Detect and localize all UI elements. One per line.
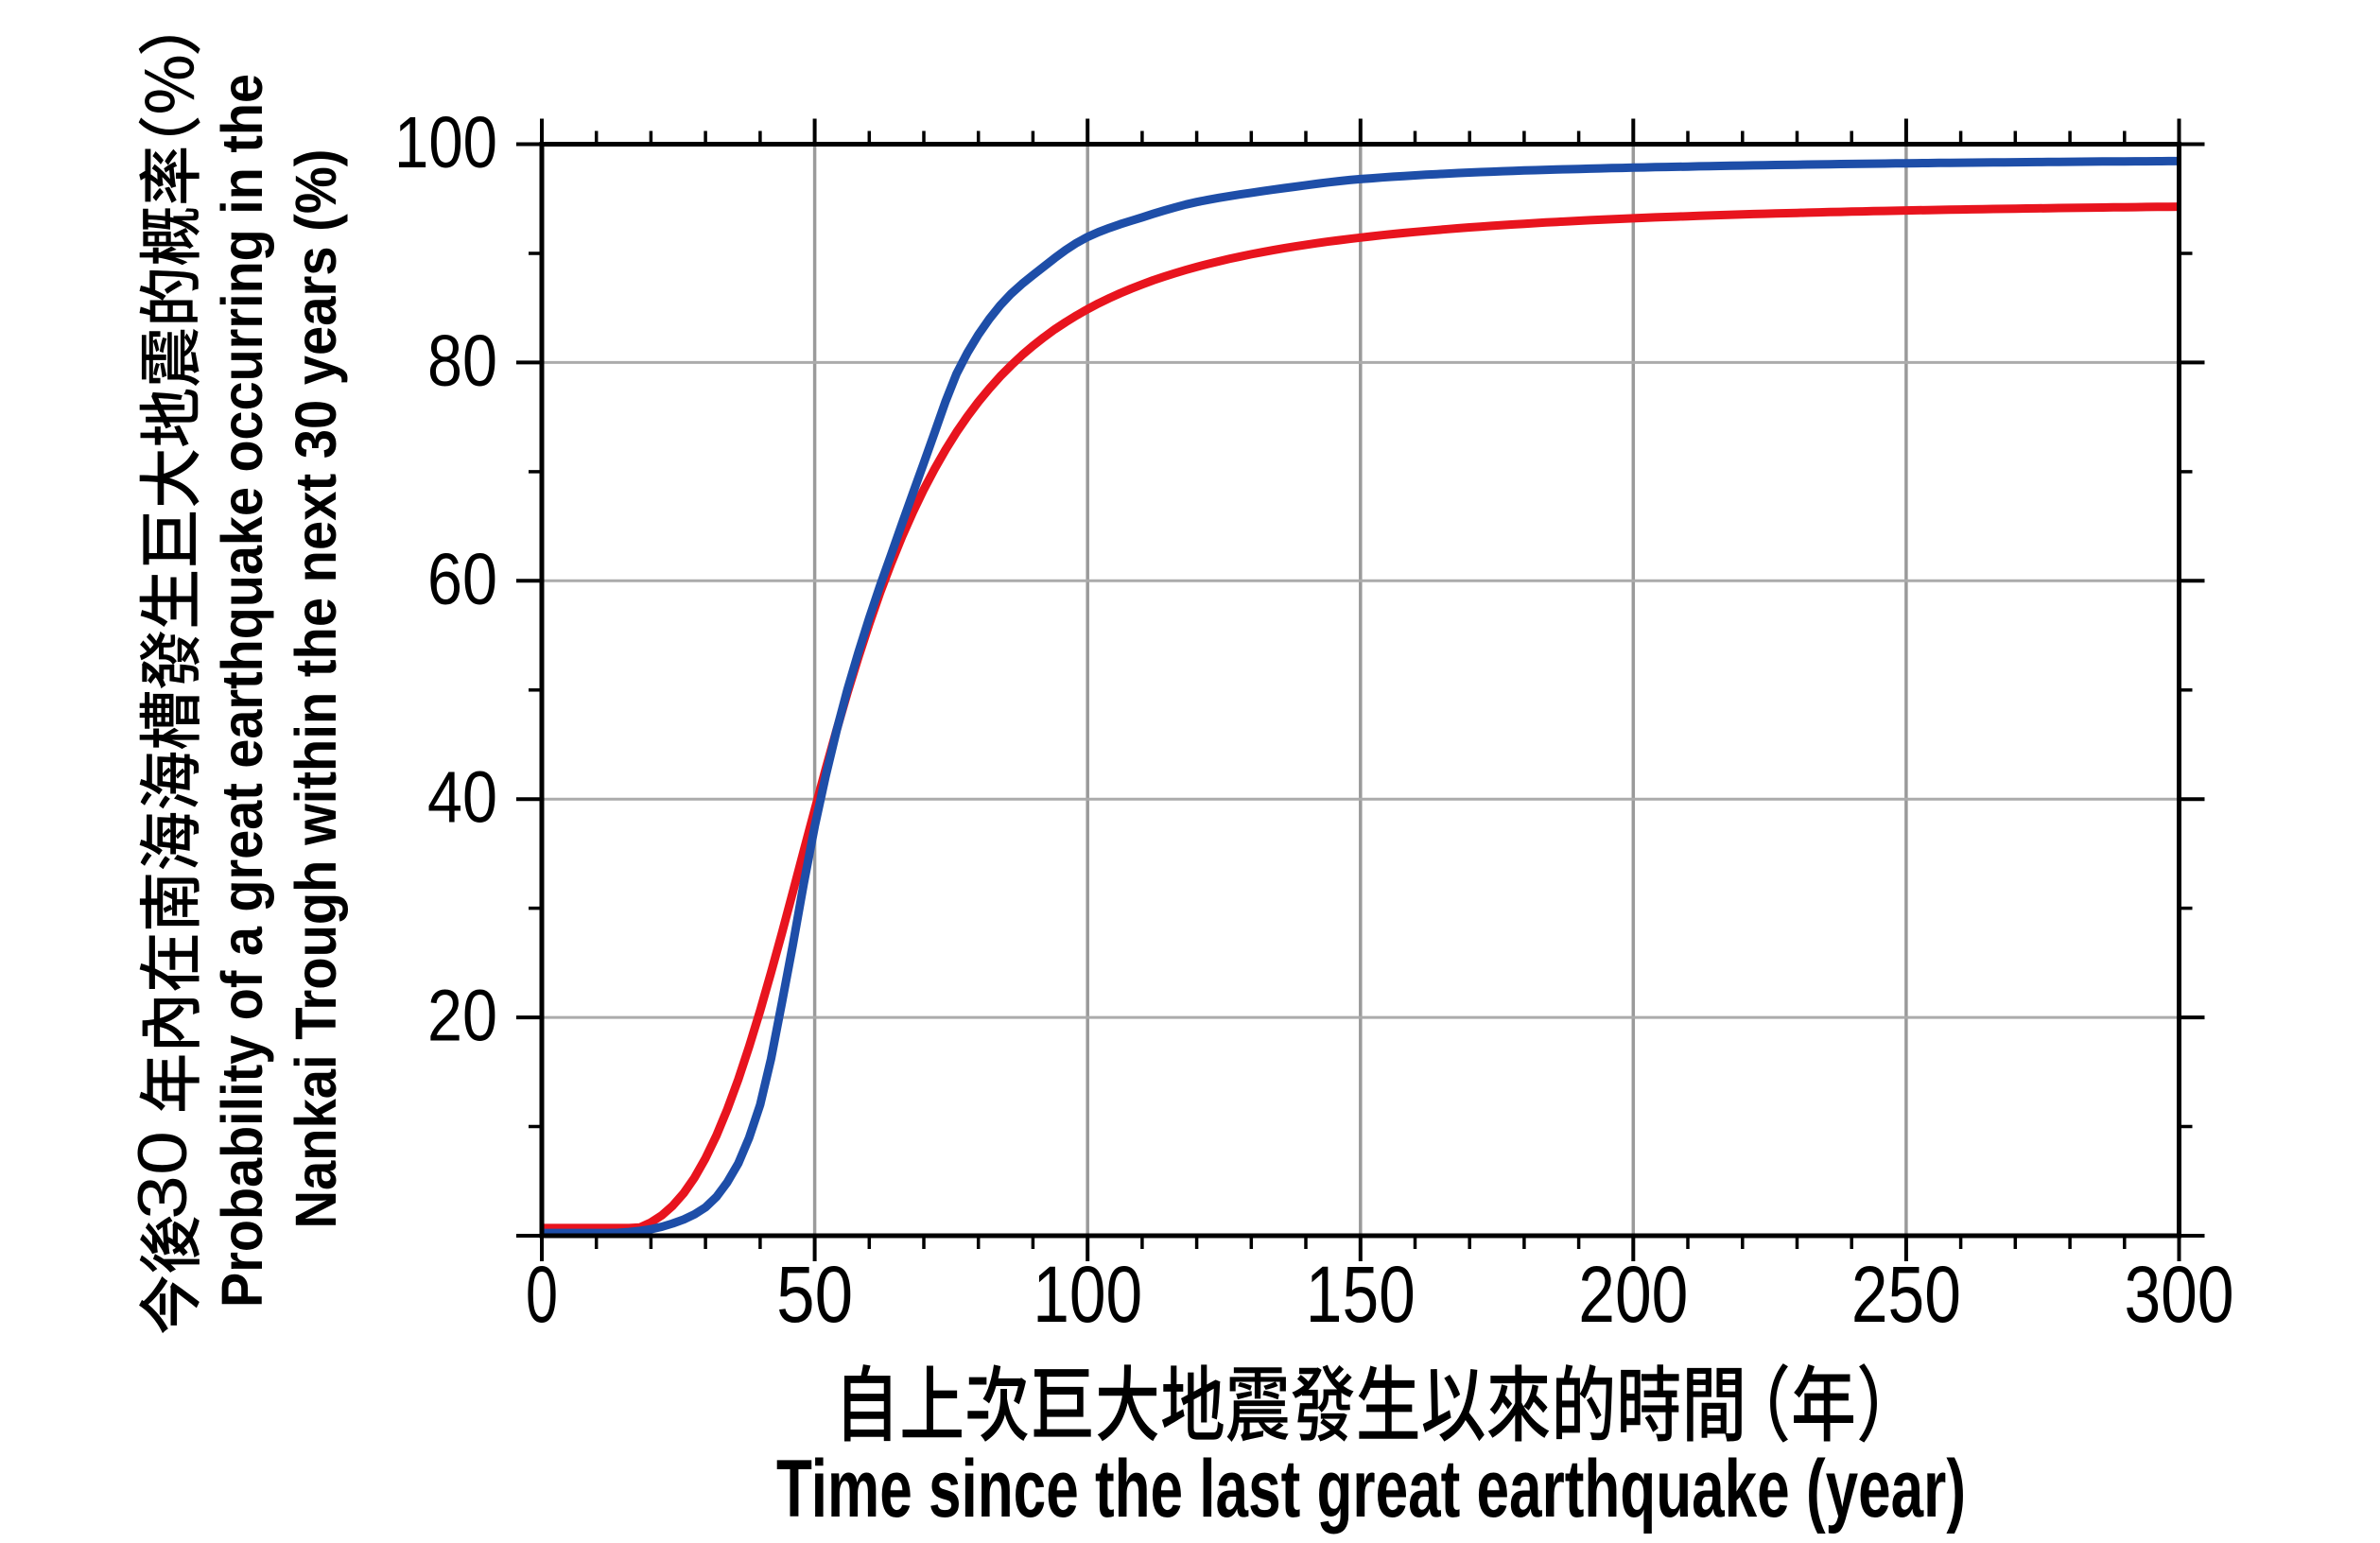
svg-text:0: 0 bbox=[526, 1250, 558, 1339]
svg-text:150: 150 bbox=[1306, 1250, 1416, 1339]
svg-text:60: 60 bbox=[427, 539, 497, 620]
svg-text:300: 300 bbox=[2125, 1250, 2234, 1339]
svg-text:40: 40 bbox=[427, 757, 497, 839]
svg-text:30: 30 bbox=[125, 1131, 201, 1220]
svg-text:Nankai Trough within the next: Nankai Trough within the next 30 years (… bbox=[284, 149, 348, 1229]
svg-text:200: 200 bbox=[1578, 1250, 1688, 1339]
svg-text:20: 20 bbox=[427, 976, 497, 1057]
svg-text:250: 250 bbox=[1851, 1250, 1961, 1339]
svg-text:100: 100 bbox=[1033, 1250, 1142, 1339]
svg-text:80: 80 bbox=[427, 321, 497, 402]
svg-text:Probability of a great earthqu: Probability of a great earthquake occurr… bbox=[210, 74, 274, 1308]
svg-text:50: 50 bbox=[776, 1250, 853, 1339]
svg-text:100: 100 bbox=[394, 102, 497, 183]
svg-text:Time since the last great eart: Time since the last great earthquake (ye… bbox=[776, 1444, 1966, 1534]
